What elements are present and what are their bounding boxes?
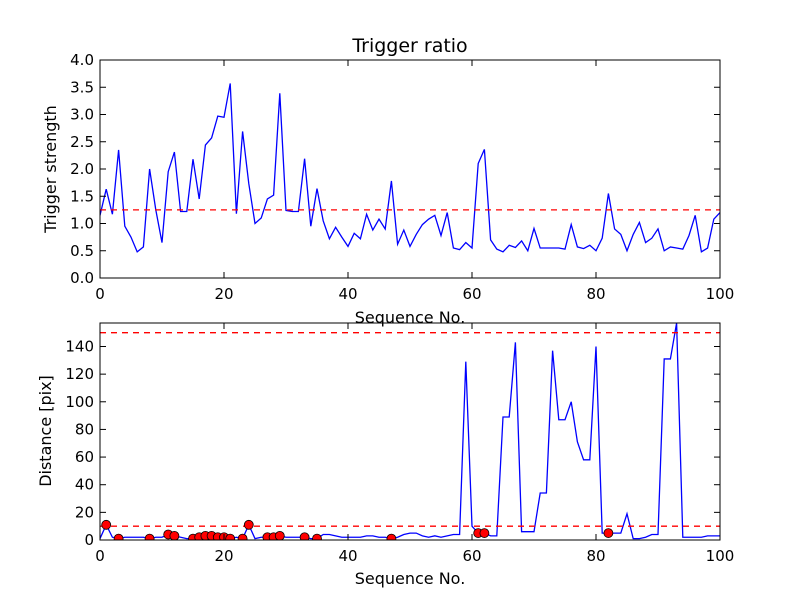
- y-tick-label: 3.5: [70, 78, 94, 96]
- data-point-marker: [274, 530, 285, 540]
- x-tick-label: 20: [214, 547, 233, 565]
- plot-frame: [99, 322, 721, 541]
- data-point-marker: [169, 530, 180, 540]
- y-tick-label: 20: [75, 503, 94, 521]
- y-tick-label: 1.5: [70, 187, 94, 205]
- trigger-ratio-chart: Trigger ratio 0 20 40 60 80 100 0.0 0.5 1.0 1.5 2.…: [41, 35, 734, 327]
- y-tick-label: 60: [75, 448, 94, 466]
- y-tick-label: 140: [65, 337, 94, 355]
- data-point-marker: [225, 533, 236, 540]
- x-tick-label: 40: [338, 285, 357, 303]
- x-tick-label: 80: [586, 547, 605, 565]
- x-tick-label: 0: [95, 285, 105, 303]
- x-axis-label: Sequence No.: [355, 569, 466, 588]
- data-point-marker: [603, 528, 614, 538]
- data-point-marker: [237, 533, 248, 540]
- x-tick-label: 80: [586, 285, 605, 303]
- x-tick-label: 100: [706, 285, 735, 303]
- y-tick-label: 100: [65, 393, 94, 411]
- y-axis-label: Distance [pix]: [36, 375, 55, 487]
- data-point-marker: [144, 533, 155, 540]
- y-tick-label: 1.0: [70, 215, 94, 233]
- y-tick-label: 2.5: [70, 133, 94, 151]
- chart-title: Trigger ratio: [351, 35, 467, 57]
- data-point-marker: [386, 533, 397, 540]
- y-tick-label: 3.0: [70, 106, 94, 124]
- distance-chart: 0 20 40 60 80 100 0 20 40 60 80 100 120 140 Sequence …: [36, 322, 734, 588]
- y-tick-label: 0: [84, 531, 94, 549]
- data-point-marker: [113, 533, 124, 540]
- data-point-marker: [243, 519, 254, 530]
- plot-content: [100, 323, 720, 540]
- y-tick-label: 80: [75, 420, 94, 438]
- data-point-marker: [479, 528, 490, 538]
- data-point-marker: [101, 519, 112, 530]
- y-tick-label: 120: [65, 365, 94, 383]
- x-axis-label: Sequence No.: [355, 308, 466, 327]
- x-tick-label: 40: [338, 547, 357, 565]
- axis-ticks: 0 20 40 60 80 100 0.0 0.5 1.0 1.5 2.0 2.5 3.0 3.5 4.0: [70, 51, 734, 303]
- y-tick-label: 0.5: [70, 242, 94, 260]
- plot-content: [100, 83, 720, 253]
- x-tick-label: 60: [462, 547, 481, 565]
- y-tick-label: 2.0: [70, 160, 94, 178]
- data-point-marker: [312, 533, 322, 540]
- data-point-marker: [299, 532, 310, 540]
- y-axis-label: Trigger strength: [41, 105, 60, 234]
- y-tick-label: 0.0: [70, 269, 94, 287]
- axis-ticks: 0 20 40 60 80 100 0 20 40 60 80 100 120 140: [65, 323, 734, 565]
- x-tick-label: 60: [462, 285, 481, 303]
- y-tick-label: 40: [75, 476, 94, 494]
- series-line: [100, 83, 720, 253]
- x-tick-label: 20: [214, 285, 233, 303]
- x-tick-label: 0: [95, 547, 105, 565]
- y-tick-label: 4.0: [70, 51, 94, 69]
- x-tick-label: 100: [706, 547, 735, 565]
